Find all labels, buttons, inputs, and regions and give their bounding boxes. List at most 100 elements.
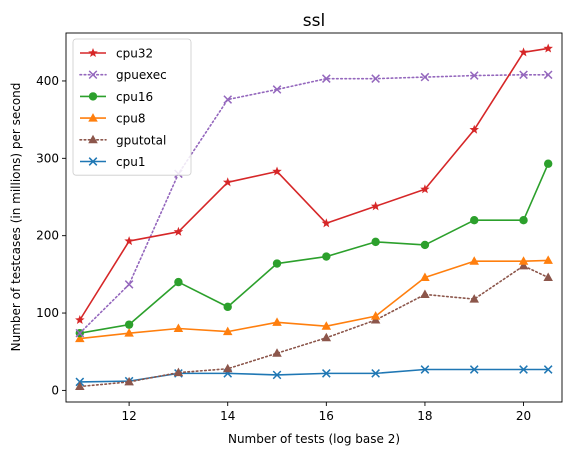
data-point-cpu8 [370,311,381,320]
x-tick-label: 16 [319,409,334,423]
data-point-cpu1 [469,365,479,374]
data-point-gpuexec [371,74,380,83]
data-point-cpu16 [223,302,232,312]
legend: cpu32 gpuexec cpu16 cpu8 gputotal cpu1 [72,38,192,176]
data-point-cpu8 [124,328,134,337]
data-point-cpu8 [321,321,332,330]
data-point-gputotal [420,289,430,298]
y-tick-label: 100 [36,306,59,320]
y-axis-label: Number of testcases (in millions) per se… [9,83,23,352]
data-point-cpu1 [543,365,553,374]
data-point-cpu32 [543,43,553,53]
data-point-cpu1 [519,365,528,374]
y-axis: 0 100 200 300 400 [36,74,66,397]
data-point-cpu1 [272,370,282,380]
data-point-cpu16 [124,320,134,329]
legend-item-cpu32: cpu32 [80,47,153,61]
data-point-cpu8 [420,272,430,281]
data-point-gpuexec [469,71,479,80]
data-point-cpu8 [75,333,85,343]
legend-item-cpu16: cpu16 [80,90,153,104]
legend-label: cpu16 [116,90,153,104]
data-point-cpu32 [370,201,381,211]
data-point-cpu16 [371,237,380,247]
data-point-gpuexec [272,85,282,94]
data-point-cpu16 [543,159,553,168]
data-point-gpuexec [420,72,430,82]
data-point-cpu16 [470,216,479,225]
legend-item-cpu8: cpu8 [80,112,145,126]
data-point-gpuexec [321,74,331,83]
legend-label: gputotal [116,133,166,147]
data-point-cpu8 [222,326,233,336]
series-cpu8 [75,255,553,343]
legend-marker-gpuexec [88,70,98,80]
data-point-cpu16 [322,252,331,261]
data-point-cpu32 [321,218,332,228]
data-point-gpuexec [519,70,528,80]
data-point-cpu32 [272,166,282,176]
data-point-cpu8 [173,323,184,333]
legend-marker-cpu1 [88,157,98,166]
y-tick-label: 0 [51,383,59,397]
data-point-cpu8 [272,317,282,326]
x-axis-label: Number of tests (log base 2) [228,432,400,446]
legend-item-gpuexec: gpuexec [79,68,167,82]
series-gputotal [75,260,553,391]
legend-label: gpuexec [116,68,167,82]
y-tick-label: 200 [36,229,59,243]
data-point-cpu32 [75,315,85,325]
data-point-gpuexec [543,70,553,80]
legend-marker-cpu32 [88,48,98,58]
data-point-gputotal [272,348,282,357]
plot-frame [65,32,563,403]
legend-box [72,38,192,176]
data-point-gputotal [469,294,479,303]
data-point-cpu8 [543,255,553,264]
data-point-cpu32 [469,124,479,134]
legend-label: cpu8 [116,112,145,126]
data-point-gpuexec [124,280,134,289]
legend-item-cpu1: cpu1 [80,155,145,169]
data-point-gputotal [543,272,553,281]
data-point-cpu16 [420,240,430,250]
data-point-cpu32 [420,184,430,194]
data-point-cpu8 [469,256,479,265]
data-point-cpu8 [518,256,529,265]
series-cpu16 [75,159,553,338]
x-tick-label: 14 [220,409,235,423]
data-point-gpuexec [75,328,85,338]
data-point-gputotal [222,363,233,373]
data-point-gputotal [173,367,184,377]
data-point-cpu32 [222,177,233,187]
legend-label: cpu1 [116,155,145,169]
data-point-gputotal [124,376,134,386]
legend-marker-cpu16 [88,92,98,101]
data-point-cpu16 [272,259,282,268]
data-point-cpu32 [124,236,134,246]
x-tick-label: 18 [417,409,432,423]
x-axis: 12 14 16 18 20 [121,402,531,423]
legend-label: cpu32 [116,47,153,61]
data-point-cpu32 [173,226,184,236]
x-tick-label: 12 [121,409,136,423]
series-gpuexec [75,70,553,338]
data-point-cpu16 [519,216,528,225]
data-point-gputotal [75,381,85,391]
legend-marker-gputotal [88,134,98,144]
data-point-cpu1 [420,365,430,374]
data-point-gpuexec [223,95,233,104]
series-cpu32 [75,43,553,325]
data-point-gputotal [518,260,529,270]
series-cpu1 [75,365,553,387]
chart-title: ssl [303,11,325,31]
data-point-cpu32 [518,47,529,57]
data-point-gputotal [321,332,332,342]
legend-marker-cpu8 [88,113,98,122]
x-tick-label: 20 [516,409,531,423]
data-point-cpu16 [174,277,183,287]
legend-item-gputotal: gputotal [79,133,166,147]
data-point-cpu1 [371,369,380,378]
data-point-cpu1 [321,369,331,378]
